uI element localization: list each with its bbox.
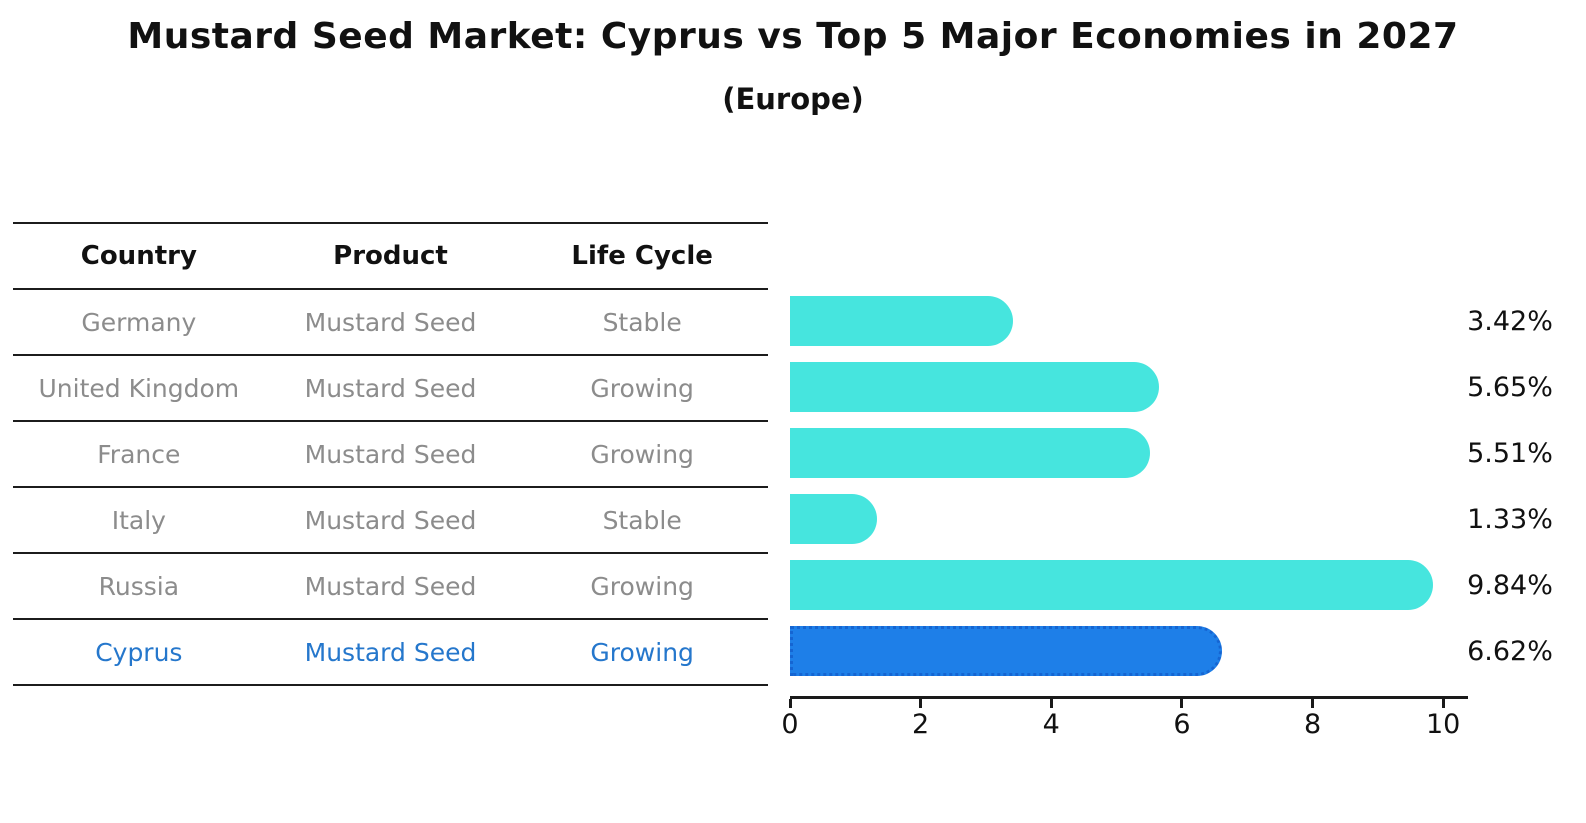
- country-cell: Germany: [81, 307, 197, 337]
- value-label-united-kingdom: 5.65%: [1467, 371, 1553, 403]
- country-table: Country Product Life Cycle Germany Musta…: [13, 222, 768, 686]
- country-cell: Italy: [111, 505, 166, 535]
- chart-subtitle: (Europe): [722, 82, 864, 116]
- product-cell: Mustard Seed: [304, 307, 477, 337]
- column-header-product: Product: [333, 241, 448, 271]
- table-row-russia: Russia Mustard Seed Growing: [13, 554, 768, 620]
- table-header-row: Country Product Life Cycle: [13, 224, 768, 290]
- value-label-cyprus: 6.62%: [1467, 635, 1553, 667]
- x-axis-line: [790, 696, 1468, 699]
- table-row-italy: Italy Mustard Seed Stable: [13, 488, 768, 554]
- bar-france: [790, 428, 1150, 478]
- x-tick-mark: [1311, 699, 1315, 708]
- value-label-column: 3.42% 5.65% 5.51% 1.33% 9.84% 6.62%: [1455, 288, 1565, 684]
- x-tick-label: 0: [781, 709, 799, 740]
- table-row-france: France Mustard Seed Growing: [13, 422, 768, 488]
- x-tick-mark: [788, 699, 792, 708]
- x-tick-mark: [1180, 699, 1184, 708]
- country-cell: United Kingdom: [38, 373, 240, 403]
- bar-germany: [790, 296, 1014, 346]
- bar-row-united-kingdom: [790, 354, 1468, 420]
- bar-russia: [790, 560, 1433, 610]
- x-tick-label: 8: [1303, 709, 1322, 740]
- life-cycle-cell: Growing: [590, 373, 694, 403]
- x-axis: 0 2 4 6 8 10: [781, 696, 1468, 746]
- x-tick-label: 10: [1425, 709, 1461, 740]
- country-cell: France: [97, 439, 181, 469]
- bar-italy: [790, 494, 877, 544]
- product-cell: Mustard Seed: [304, 571, 477, 601]
- chart-title: Mustard Seed Market: Cyprus vs Top 5 Maj…: [127, 16, 1459, 57]
- life-cycle-cell: Growing: [590, 571, 694, 601]
- product-cell: Mustard Seed: [304, 637, 477, 667]
- bar-cyprus: [790, 626, 1223, 676]
- bar-row-cyprus: [790, 618, 1468, 684]
- x-tick-mark: [919, 699, 923, 708]
- country-cell: Russia: [98, 571, 180, 601]
- bar-plot-area: [790, 288, 1468, 684]
- value-label-france: 5.51%: [1467, 437, 1553, 469]
- value-label-italy: 1.33%: [1467, 503, 1553, 535]
- table-row-germany: Germany Mustard Seed Stable: [13, 290, 768, 356]
- column-header-life-cycle: Life Cycle: [571, 241, 713, 271]
- life-cycle-cell: Growing: [590, 637, 694, 667]
- country-cell: Cyprus: [95, 637, 183, 667]
- life-cycle-cell: Stable: [602, 505, 682, 535]
- x-tick-mark: [1049, 699, 1053, 708]
- bar-united-kingdom: [790, 362, 1160, 412]
- product-cell: Mustard Seed: [304, 439, 477, 469]
- x-tick-mark: [1441, 699, 1445, 708]
- bar-row-russia: [790, 552, 1468, 618]
- x-tick-label: 6: [1173, 709, 1191, 740]
- bar-row-germany: [790, 288, 1468, 354]
- table-row-cyprus: Cyprus Mustard Seed Growing: [13, 620, 768, 686]
- x-tick-label: 2: [912, 709, 930, 740]
- value-label-germany: 3.42%: [1467, 305, 1553, 337]
- bar-row-france: [790, 420, 1468, 486]
- life-cycle-cell: Stable: [602, 307, 682, 337]
- life-cycle-cell: Growing: [590, 439, 694, 469]
- table-row-united-kingdom: United Kingdom Mustard Seed Growing: [13, 356, 768, 422]
- x-tick-label: 4: [1042, 709, 1060, 740]
- value-label-russia: 9.84%: [1467, 569, 1553, 601]
- product-cell: Mustard Seed: [304, 373, 477, 403]
- column-header-country: Country: [80, 241, 197, 271]
- product-cell: Mustard Seed: [304, 505, 477, 535]
- bar-row-italy: [790, 486, 1468, 552]
